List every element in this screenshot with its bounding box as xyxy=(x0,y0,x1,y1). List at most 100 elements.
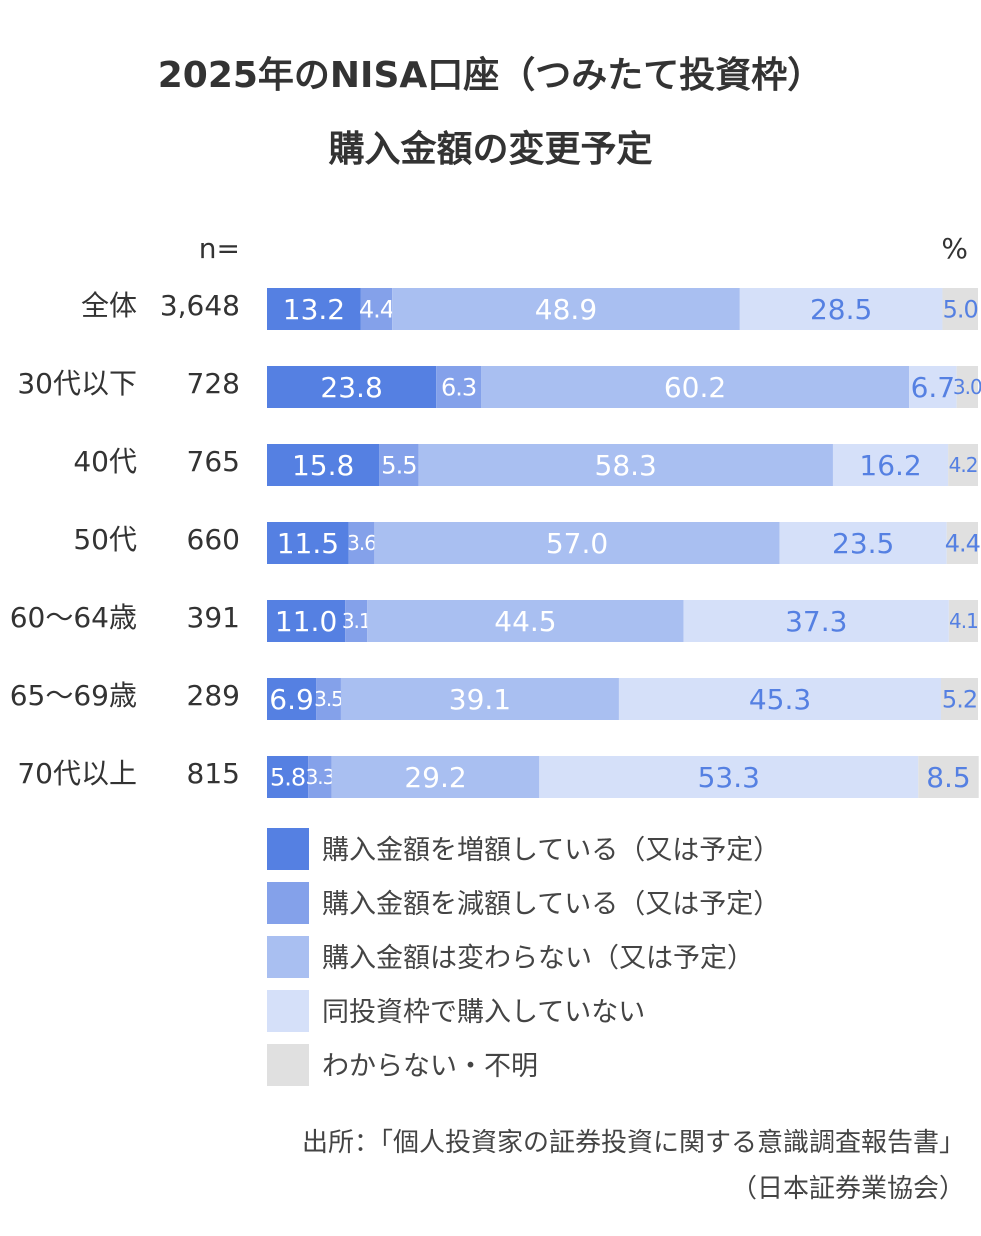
bar-segment xyxy=(918,756,979,798)
data-label: 28.5 xyxy=(810,293,872,326)
legend-swatch xyxy=(267,990,309,1032)
n-value-label: 3,648 xyxy=(160,289,240,322)
data-label: 5.5 xyxy=(381,452,416,480)
bar-segment xyxy=(267,444,380,486)
data-label: 45.3 xyxy=(749,683,811,716)
bar-segment xyxy=(739,288,943,330)
bar-segment xyxy=(436,366,482,408)
legend-swatch xyxy=(267,1044,309,1086)
data-label: 15.8 xyxy=(292,449,354,482)
bar-segment xyxy=(360,288,393,330)
bar-segment xyxy=(367,600,684,642)
bar-segment xyxy=(267,678,317,720)
category-label: 50代 xyxy=(73,523,137,556)
data-label: 60.2 xyxy=(664,371,726,404)
data-label: 5.8 xyxy=(270,764,305,792)
data-label: 3.3 xyxy=(306,765,335,789)
category-label: 65〜69歳 xyxy=(10,679,137,712)
data-label: 4.2 xyxy=(949,453,978,477)
bar-segment xyxy=(374,522,780,564)
data-label: 53.3 xyxy=(698,761,760,794)
data-label: 44.5 xyxy=(494,605,556,638)
source-line1: 出所：「個人投資家の証券投資に関する意識調査報告書」 xyxy=(301,1128,965,1158)
legend-swatch xyxy=(267,828,309,870)
data-label: 3.1 xyxy=(342,609,371,633)
data-label: 4.1 xyxy=(949,609,978,633)
data-label: 4.4 xyxy=(945,530,980,558)
bar-segment xyxy=(267,366,437,408)
n-value-label: 660 xyxy=(187,523,240,556)
data-label: 3.0 xyxy=(953,375,981,399)
data-label: 57.0 xyxy=(546,527,608,560)
data-label: 3.5 xyxy=(314,687,343,711)
n-value-label: 765 xyxy=(187,445,240,478)
category-label: 全体 xyxy=(81,289,137,322)
bar-segment xyxy=(392,288,740,330)
bar-segment xyxy=(418,444,833,486)
data-label: 6.9 xyxy=(269,683,314,716)
bar-segment xyxy=(779,522,947,564)
bar-segment xyxy=(267,600,346,642)
data-label: 11.5 xyxy=(277,527,339,560)
data-label: 11.0 xyxy=(275,605,337,638)
data-label: 4.4 xyxy=(359,296,394,324)
n-value-label: 815 xyxy=(187,757,240,790)
chart-title-line1: 2025年のNISA口座（つみたて投資枠） xyxy=(157,55,824,96)
legend-label: わからない・不明 xyxy=(322,1051,538,1082)
bar-segment xyxy=(618,678,942,720)
bar-segment xyxy=(308,756,332,798)
bar-segment xyxy=(539,756,919,798)
data-label: 48.9 xyxy=(535,293,597,326)
bar-segment xyxy=(946,522,978,564)
bar-segment xyxy=(331,756,540,798)
bar-segment xyxy=(267,756,309,798)
legend-label: 購入金額を減額している（又は予定） xyxy=(322,889,780,920)
data-label: 13.2 xyxy=(283,293,345,326)
bar-segment xyxy=(941,678,978,720)
unit-label: % xyxy=(941,232,968,265)
bar-segment xyxy=(379,444,419,486)
data-label: 3.6 xyxy=(347,531,376,555)
data-label: 16.2 xyxy=(859,449,921,482)
data-label: 58.3 xyxy=(595,449,657,482)
bar-segment xyxy=(481,366,910,408)
bar-segment xyxy=(942,288,978,330)
data-label: 6.3 xyxy=(441,374,476,402)
bar-segment xyxy=(909,366,957,408)
data-label: 23.5 xyxy=(832,527,894,560)
chart-title-line2: 購入金額の変更予定 xyxy=(328,129,653,170)
legend-label: 同投資枠で購入していない xyxy=(322,997,645,1028)
data-label: 29.2 xyxy=(404,761,466,794)
category-label: 30代以下 xyxy=(17,367,137,400)
category-label: 60〜64歳 xyxy=(10,601,137,634)
data-label: 23.8 xyxy=(320,371,382,404)
data-label: 5.0 xyxy=(943,296,978,324)
bar-segment xyxy=(832,444,949,486)
bar-segment xyxy=(948,600,978,642)
source-line2: （日本証券業協会） xyxy=(730,1174,965,1204)
bar-segment xyxy=(316,678,341,720)
bar-segment xyxy=(345,600,368,642)
legend-label: 購入金額は変わらない（又は予定） xyxy=(322,943,754,974)
data-label: 39.1 xyxy=(449,683,511,716)
n-value-label: 391 xyxy=(187,601,240,634)
data-label: 8.5 xyxy=(926,761,971,794)
data-label: 6.7 xyxy=(911,371,956,404)
bar-segment xyxy=(956,366,978,408)
legend-swatch xyxy=(267,882,309,924)
bar-segment xyxy=(948,444,978,486)
category-label: 70代以上 xyxy=(17,757,137,790)
n-value-label: 289 xyxy=(187,679,240,712)
bar-segment xyxy=(267,522,349,564)
n-value-label: 728 xyxy=(187,367,240,400)
bar-segment xyxy=(340,678,619,720)
legend-label: 購入金額を増額している（又は予定） xyxy=(322,835,780,866)
data-label: 5.2 xyxy=(942,686,977,714)
bar-segment xyxy=(267,288,361,330)
data-label: 37.3 xyxy=(785,605,847,638)
n-header: n= xyxy=(199,232,240,265)
category-label: 40代 xyxy=(73,445,137,478)
bar-segment xyxy=(683,600,949,642)
legend-swatch xyxy=(267,936,309,978)
